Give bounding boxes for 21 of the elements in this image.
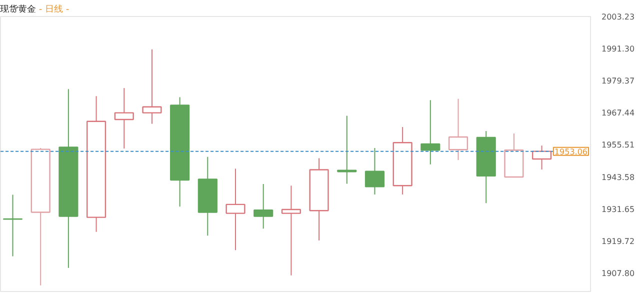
y-tick-label: 1931.65 <box>602 204 635 214</box>
candlestick <box>364 147 385 195</box>
y-tick-label: 1991.30 <box>602 44 635 54</box>
candlestick <box>448 98 468 161</box>
candlestick <box>281 185 301 276</box>
candlestick <box>2 194 23 257</box>
y-tick-label: 1967.44 <box>602 108 635 118</box>
y-tick-label: 1943.58 <box>602 172 635 182</box>
y-tick-label: 1907.80 <box>602 268 635 278</box>
candlestick <box>420 100 440 165</box>
candlestick <box>254 184 274 230</box>
y-tick-label: 1919.72 <box>602 236 635 246</box>
candlestick <box>337 115 357 184</box>
chart-subtitle: - 日线 - <box>38 5 70 15</box>
ref-line-label: 1953.06 <box>554 147 588 156</box>
candlestick <box>114 88 134 150</box>
y-tick-label: 1955.51 <box>602 140 635 150</box>
candlestick <box>226 168 246 251</box>
y-tick-label: 1979.37 <box>602 76 635 86</box>
y-tick-label: 2003.23 <box>602 12 635 22</box>
candlestick <box>142 48 162 124</box>
